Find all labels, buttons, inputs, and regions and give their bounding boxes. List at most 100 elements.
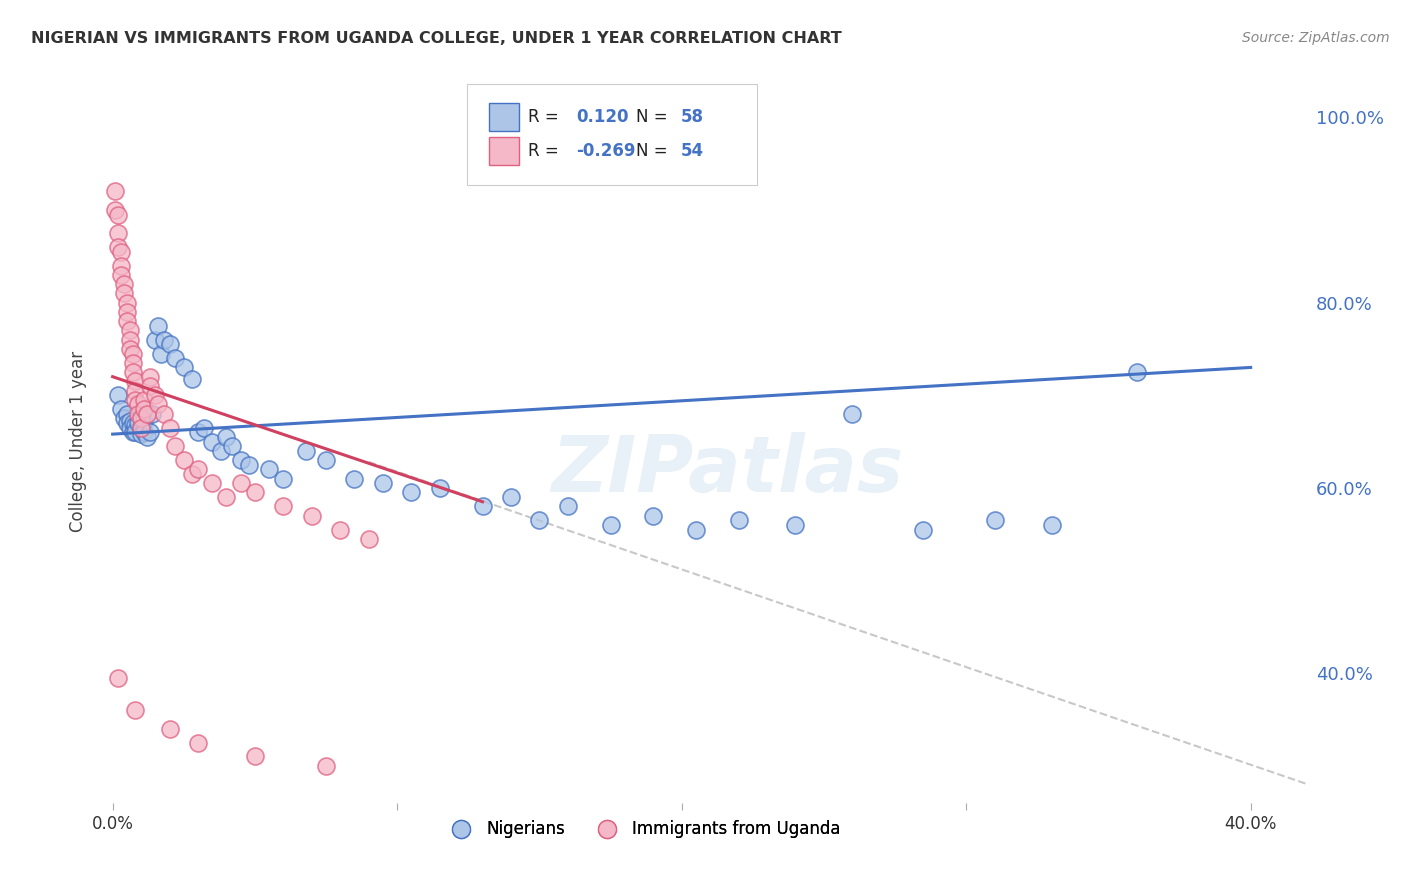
Point xyxy=(127,416,149,430)
Point xyxy=(135,407,157,421)
Point xyxy=(150,346,173,360)
Point xyxy=(165,439,187,453)
Point xyxy=(129,427,152,442)
Point xyxy=(1126,365,1149,379)
Point xyxy=(471,500,494,514)
Point xyxy=(727,513,749,527)
Text: ZIPatlas: ZIPatlas xyxy=(551,433,903,508)
Point xyxy=(110,402,132,417)
Point xyxy=(121,365,143,379)
Point xyxy=(115,416,138,430)
Point xyxy=(138,369,160,384)
Point xyxy=(1040,517,1063,532)
Text: 58: 58 xyxy=(682,108,704,126)
Point xyxy=(401,485,423,500)
Point xyxy=(429,481,451,495)
Point xyxy=(118,420,141,434)
Point xyxy=(124,703,146,717)
Point xyxy=(243,749,266,764)
Point xyxy=(115,314,138,328)
Point xyxy=(146,397,169,411)
Point xyxy=(141,407,163,421)
Point xyxy=(685,523,707,537)
Point xyxy=(243,485,266,500)
Point xyxy=(215,490,238,504)
Point xyxy=(107,671,129,685)
Point xyxy=(273,472,295,486)
Point xyxy=(138,379,160,393)
Point xyxy=(115,305,138,319)
Point xyxy=(107,226,129,240)
Point xyxy=(229,453,252,467)
Point xyxy=(912,523,935,537)
Point xyxy=(121,346,143,360)
Point xyxy=(315,453,337,467)
Point xyxy=(301,508,323,523)
Point xyxy=(785,517,807,532)
Point xyxy=(599,517,621,532)
Point xyxy=(371,476,394,491)
Point xyxy=(132,402,155,417)
Text: N =: N = xyxy=(637,142,673,160)
Point xyxy=(132,414,155,428)
Point xyxy=(129,411,152,425)
Point xyxy=(110,259,132,273)
Point xyxy=(357,532,380,546)
Point xyxy=(173,360,195,375)
Point xyxy=(115,407,138,421)
Point xyxy=(132,392,155,407)
Point xyxy=(124,384,146,398)
Point xyxy=(181,467,204,481)
Text: -0.269: -0.269 xyxy=(576,142,636,160)
Point xyxy=(127,397,149,411)
Point xyxy=(643,508,665,523)
Point xyxy=(112,286,135,301)
Point xyxy=(110,244,132,259)
Point xyxy=(201,434,224,449)
Point xyxy=(159,337,181,351)
Text: 0.120: 0.120 xyxy=(576,108,628,126)
Point xyxy=(295,443,318,458)
Text: N =: N = xyxy=(637,108,673,126)
Point xyxy=(165,351,187,366)
Point xyxy=(127,407,149,421)
Point xyxy=(138,425,160,440)
Point xyxy=(115,295,138,310)
Point xyxy=(159,420,181,434)
Point xyxy=(187,462,209,476)
Point xyxy=(118,414,141,428)
Point xyxy=(499,490,522,504)
Point xyxy=(153,333,176,347)
Point xyxy=(104,202,127,217)
Point xyxy=(173,453,195,467)
Point xyxy=(315,758,337,772)
Point xyxy=(193,420,215,434)
Point xyxy=(118,323,141,337)
Point xyxy=(107,208,129,222)
Point xyxy=(135,430,157,444)
Point xyxy=(181,371,204,385)
Point xyxy=(107,388,129,402)
Point xyxy=(124,417,146,432)
Point xyxy=(121,416,143,430)
Point xyxy=(201,476,224,491)
Point xyxy=(187,425,209,440)
Point xyxy=(229,476,252,491)
Point xyxy=(143,333,166,347)
Point xyxy=(159,722,181,736)
Point xyxy=(118,333,141,347)
FancyBboxPatch shape xyxy=(489,137,519,165)
Text: R =: R = xyxy=(527,142,564,160)
FancyBboxPatch shape xyxy=(489,103,519,131)
Point xyxy=(110,268,132,282)
Point xyxy=(983,513,1005,527)
Point xyxy=(238,458,260,472)
Point xyxy=(841,407,863,421)
Point xyxy=(257,462,280,476)
FancyBboxPatch shape xyxy=(467,84,758,185)
Point xyxy=(104,185,127,199)
Point xyxy=(529,513,551,527)
Point xyxy=(129,420,152,434)
Point xyxy=(124,375,146,389)
Point xyxy=(124,425,146,440)
